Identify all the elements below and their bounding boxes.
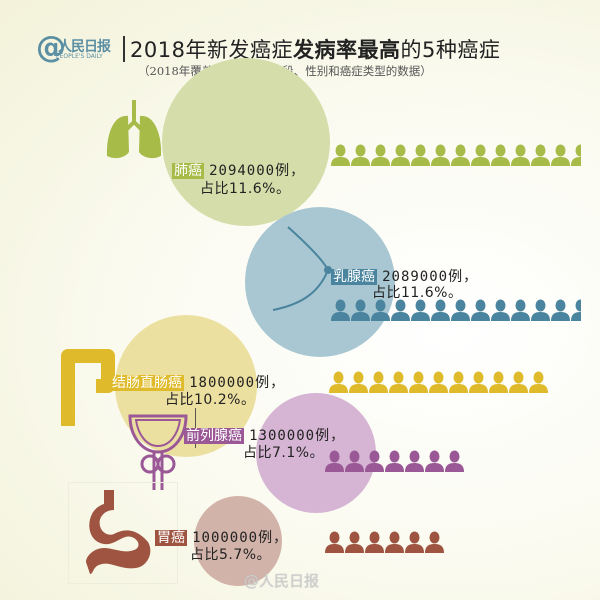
- person-icon: [449, 371, 468, 393]
- person-icon: [429, 371, 448, 393]
- person-icon: [391, 144, 410, 166]
- person-icon: [349, 371, 368, 393]
- cancer-tag: 肺癌: [172, 163, 204, 179]
- person-icon: [491, 144, 510, 166]
- person-icon: [511, 144, 530, 166]
- person-icon: [345, 531, 364, 553]
- breast-icon: [272, 226, 332, 311]
- person-icon: [425, 450, 444, 472]
- person-icon: [509, 371, 528, 393]
- person-icon: [325, 450, 344, 472]
- person-icon: [325, 531, 344, 553]
- case-count: 1800000例，: [189, 375, 286, 391]
- person-icon: [371, 144, 390, 166]
- person-icon: [451, 299, 470, 321]
- stomach-icon: [86, 490, 151, 574]
- person-icon: [571, 299, 581, 321]
- cancer-tag: 乳腺癌: [331, 269, 377, 285]
- person-icon: [431, 144, 450, 166]
- person-icon: [369, 371, 388, 393]
- person-icon: [451, 144, 470, 166]
- share-breast: 占比11.6%。: [372, 285, 463, 301]
- person-icon: [551, 299, 570, 321]
- weibo-watermark: @人民日报: [244, 572, 320, 590]
- lungs-icon: [106, 100, 162, 159]
- person-icon: [409, 371, 428, 393]
- person-icon: [391, 299, 410, 321]
- prostate-icon: [128, 414, 188, 490]
- person-icon: [469, 371, 488, 393]
- person-icon: [331, 144, 350, 166]
- person-icon: [385, 450, 404, 472]
- case-count: 2089000例，: [382, 269, 479, 285]
- cancer-tag: 结肠直肠癌: [110, 375, 184, 391]
- person-icon: [351, 299, 370, 321]
- case-count: 1300000例，: [249, 428, 346, 444]
- person-icon: [371, 299, 390, 321]
- item-prostate: 前列腺癌 1300000例，: [184, 425, 345, 445]
- cancer-tag: 胃癌: [155, 530, 187, 546]
- person-icon: [531, 299, 550, 321]
- person-icon: [411, 144, 430, 166]
- share-stomach: 占比5.7%。: [190, 547, 272, 563]
- person-icon: [331, 299, 350, 321]
- person-icon: [351, 144, 370, 166]
- person-icon: [529, 371, 548, 393]
- share-colorectal: 占比10.2%。: [165, 392, 256, 408]
- item-stomach: 胃癌 1000000例，: [155, 527, 288, 547]
- person-icon: [431, 299, 450, 321]
- people-row-lung: [331, 144, 581, 166]
- cancer-tag: 前列腺癌: [184, 428, 244, 444]
- person-icon: [471, 144, 490, 166]
- case-count: 1000000例，: [192, 530, 289, 546]
- colon-icon: [61, 349, 115, 426]
- peoples-daily-logo: @ 人民日报 PEOPLE'S DAILY: [36, 30, 111, 65]
- circle-stomach: [194, 496, 282, 586]
- person-icon: [551, 144, 570, 166]
- share-prostate: 占比7.1%。: [243, 445, 325, 461]
- person-icon: [329, 371, 348, 393]
- person-icon: [471, 299, 490, 321]
- circle-lung: [162, 58, 330, 226]
- people-row-stomach: [325, 531, 525, 553]
- case-count: 2094000例，: [209, 163, 306, 179]
- people-row-breast: [331, 299, 581, 321]
- person-icon: [491, 299, 510, 321]
- person-icon: [345, 450, 364, 472]
- person-icon: [365, 450, 384, 472]
- person-icon: [571, 144, 581, 166]
- person-icon: [411, 299, 430, 321]
- page-title: 2018年新发癌症发病率最高的5种癌症: [130, 38, 501, 62]
- share-lung: 占比11.6%。: [200, 181, 291, 197]
- item-lung: 肺癌 2094000例，: [172, 160, 305, 180]
- person-icon: [365, 531, 384, 553]
- person-icon: [531, 144, 550, 166]
- person-icon: [489, 371, 508, 393]
- person-icon: [511, 299, 530, 321]
- person-icon: [389, 371, 408, 393]
- people-row-colorectal: [329, 371, 569, 393]
- person-icon: [385, 531, 404, 553]
- people-row-prostate: [325, 450, 525, 472]
- person-icon: [445, 450, 464, 472]
- person-icon: [405, 531, 424, 553]
- person-icon: [425, 531, 444, 553]
- item-colorectal: 结肠直肠癌 1800000例，: [110, 372, 285, 392]
- item-breast: 乳腺癌 2089000例，: [331, 266, 478, 286]
- divider: [123, 36, 125, 62]
- person-icon: [405, 450, 424, 472]
